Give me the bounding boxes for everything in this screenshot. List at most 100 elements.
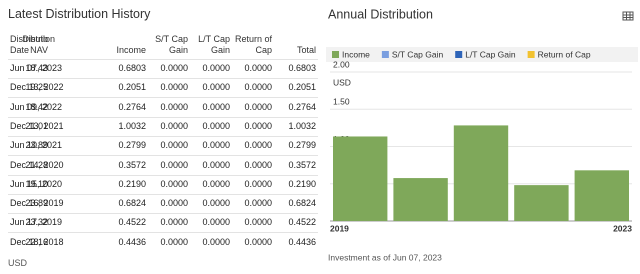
table-cell: 1.0032 — [118, 120, 146, 131]
chart-title: Annual Distribution — [328, 7, 433, 21]
table-cell: 0.0000 — [244, 101, 272, 112]
column-header: Distrib NAV — [22, 34, 48, 55]
legend-label: S/T Cap Gain — [392, 49, 444, 59]
header-rule — [8, 59, 318, 60]
row-rule — [8, 135, 318, 137]
table-cell: 0.0000 — [160, 198, 188, 209]
bar — [393, 178, 448, 221]
table-cell: 0.0000 — [160, 140, 188, 151]
table-cell: 0.3572 — [118, 159, 146, 170]
table-cell: 0.0000 — [244, 198, 272, 209]
table-cell: 19.25 — [25, 82, 48, 93]
table-cell: 0.6824 — [118, 198, 146, 209]
table-cell: 0.2799 — [288, 140, 316, 151]
row-rule — [8, 97, 318, 99]
table-cell: 18.42 — [25, 101, 48, 112]
table-cell: 0.2051 — [288, 82, 316, 93]
table-cell: 0.6803 — [288, 63, 316, 73]
table-cell: 0.0000 — [202, 159, 230, 170]
table-cell: 0.0000 — [202, 63, 230, 73]
table-cell: Jun 17, 2019 — [10, 217, 63, 228]
table-cell: 0.0000 — [202, 198, 230, 209]
table-cell: 23.32 — [25, 217, 48, 228]
row-rule — [8, 193, 318, 195]
table-cell: 0.0000 — [244, 82, 272, 93]
table-cell: 0.3572 — [288, 159, 316, 170]
table-cell: 0.0000 — [160, 159, 188, 170]
table-cell: 0.0000 — [160, 217, 188, 228]
table-cell: 0.2799 — [118, 140, 146, 151]
bar — [453, 125, 509, 221]
table-cell: 0.2190 — [288, 178, 316, 189]
chart-footnote: Investment as of Jun 07, 2023 — [328, 252, 442, 262]
table-cell: 0.0000 — [244, 63, 272, 73]
row-rule — [8, 116, 318, 118]
table-cell: 0.0000 — [244, 178, 272, 189]
column-header: S/T Cap Gain — [155, 34, 188, 55]
bar — [574, 170, 629, 221]
legend-swatch — [381, 51, 389, 58]
table-cell: 21.01 — [25, 120, 48, 131]
table-cell: 1.0032 — [288, 120, 316, 131]
table-cell: 0.0000 — [244, 140, 272, 151]
table-cell: 0.6824 — [288, 198, 316, 209]
legend-label: Return of Cap — [538, 49, 591, 59]
table-cell: 0.0000 — [202, 101, 230, 112]
legend-swatch — [527, 51, 535, 58]
table-cell: 0.0000 — [202, 217, 230, 228]
legend-label: Income — [342, 49, 370, 59]
table-cell: 0.0000 — [244, 120, 272, 131]
table-cell: 21.28 — [25, 159, 48, 170]
table-footnote: USD — [8, 258, 28, 268]
table-cell: Dec 16, 2019 — [10, 198, 64, 209]
table-cell: 0.2764 — [288, 101, 316, 112]
table-cell: 0.2190 — [118, 178, 146, 189]
table-cell: Jun 10, 2021 — [10, 140, 63, 151]
table-cell: 0.0000 — [160, 63, 188, 73]
bar — [333, 136, 388, 221]
row-rule — [8, 174, 318, 176]
table-cell: Jun 07, 2023 — [10, 63, 63, 73]
table-cell: 0.0000 — [244, 217, 272, 228]
table-cell: 0.0000 — [202, 236, 230, 247]
table-cell: 0.0000 — [202, 82, 230, 93]
table-cell: 0.0000 — [160, 178, 188, 189]
table-cell: 0.0000 — [202, 120, 230, 131]
row-rule — [8, 232, 318, 234]
table-cell: 0.0000 — [160, 120, 188, 131]
table-cell: Dec 13, 2022 — [10, 82, 64, 93]
table-cell: 0.4522 — [288, 217, 316, 228]
x-tick-label: 2019 — [330, 223, 349, 233]
table-cell: 0.2764 — [118, 101, 146, 112]
table-cell: 0.4522 — [118, 217, 146, 228]
table-cell: 23.89 — [25, 198, 48, 209]
table-cell: 0.0000 — [202, 140, 230, 151]
y-tick-label: 1.50 — [333, 97, 350, 107]
table-view-icon[interactable] — [622, 11, 634, 21]
table-cell: 0.0000 — [160, 82, 188, 93]
legend-bar — [326, 47, 638, 62]
column-header: Distribution Date — [10, 34, 56, 55]
y-tick-label: 2.00 — [333, 59, 350, 69]
table-cell: 23.89 — [25, 140, 48, 151]
table-cell: 0.2051 — [118, 82, 146, 93]
table-cell: 19.10 — [25, 178, 48, 189]
table-cell: 18.43 — [25, 63, 48, 73]
column-header: Return of Cap — [234, 34, 272, 55]
table-cell: 0.4436 — [288, 236, 316, 247]
table-cell: Jun 15, 2020 — [10, 178, 63, 189]
table-cell: 0.0000 — [244, 236, 272, 247]
table-cell: 22.16 — [25, 236, 48, 247]
table-cell: 0.6803 — [118, 63, 146, 73]
table-cell: Jun 09, 2022 — [10, 101, 63, 112]
legend-label: L/T Cap Gain — [465, 49, 516, 59]
table-cell: 0.0000 — [160, 236, 188, 247]
y-unit: USD — [333, 77, 351, 87]
bar — [514, 185, 569, 221]
column-header: Total — [296, 45, 316, 55]
row-rule — [8, 213, 318, 215]
table-cell: Dec 14, 2020 — [10, 159, 64, 170]
table-cell: 0.0000 — [160, 101, 188, 112]
